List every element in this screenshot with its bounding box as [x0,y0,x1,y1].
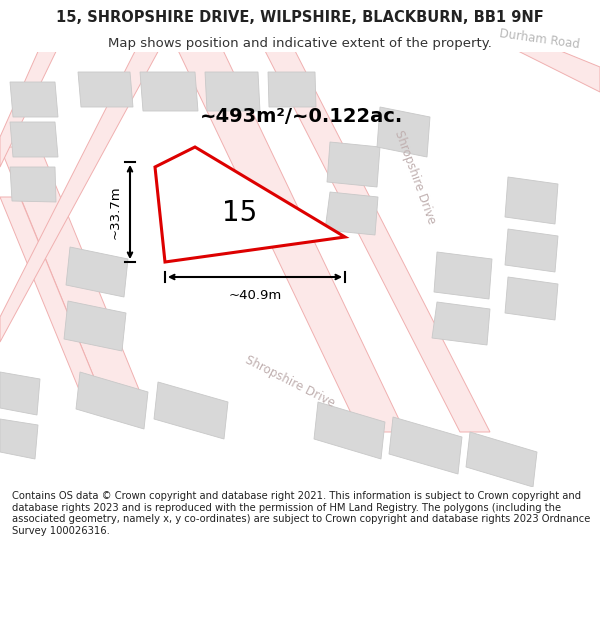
Polygon shape [76,372,148,429]
Polygon shape [434,252,492,299]
Text: ~33.7m: ~33.7m [109,185,122,239]
Text: Contains OS data © Crown copyright and database right 2021. This information is : Contains OS data © Crown copyright and d… [12,491,590,536]
Polygon shape [0,197,100,392]
Polygon shape [268,72,316,107]
Polygon shape [0,372,40,415]
Text: ~40.9m: ~40.9m [229,289,281,302]
Polygon shape [0,147,140,392]
Polygon shape [325,192,378,235]
Polygon shape [64,301,126,351]
Text: 15: 15 [223,199,257,228]
Polygon shape [155,147,345,262]
Polygon shape [10,167,56,202]
Polygon shape [389,417,462,474]
Polygon shape [10,82,58,117]
Polygon shape [78,72,133,107]
Text: Shropshire Drive: Shropshire Drive [243,354,337,410]
Polygon shape [466,432,537,487]
Polygon shape [377,107,430,157]
Polygon shape [205,72,260,111]
Polygon shape [155,2,405,432]
Polygon shape [0,419,38,459]
Polygon shape [0,2,185,342]
Polygon shape [314,402,385,459]
Polygon shape [420,2,600,92]
Text: Durham Road: Durham Road [499,27,581,51]
Polygon shape [10,122,58,157]
Polygon shape [140,72,198,111]
Polygon shape [327,142,380,187]
Polygon shape [154,382,228,439]
Text: Map shows position and indicative extent of the property.: Map shows position and indicative extent… [108,38,492,51]
Polygon shape [505,277,558,320]
Polygon shape [0,2,80,167]
Polygon shape [66,247,128,297]
Text: ~493m²/~0.122ac.: ~493m²/~0.122ac. [200,107,403,126]
Text: 15, SHROPSHIRE DRIVE, WILPSHIRE, BLACKBURN, BB1 9NF: 15, SHROPSHIRE DRIVE, WILPSHIRE, BLACKBU… [56,11,544,26]
Polygon shape [505,229,558,272]
Polygon shape [240,2,490,432]
Text: Shropshire Drive: Shropshire Drive [392,128,438,226]
Polygon shape [432,302,490,345]
Polygon shape [505,177,558,224]
